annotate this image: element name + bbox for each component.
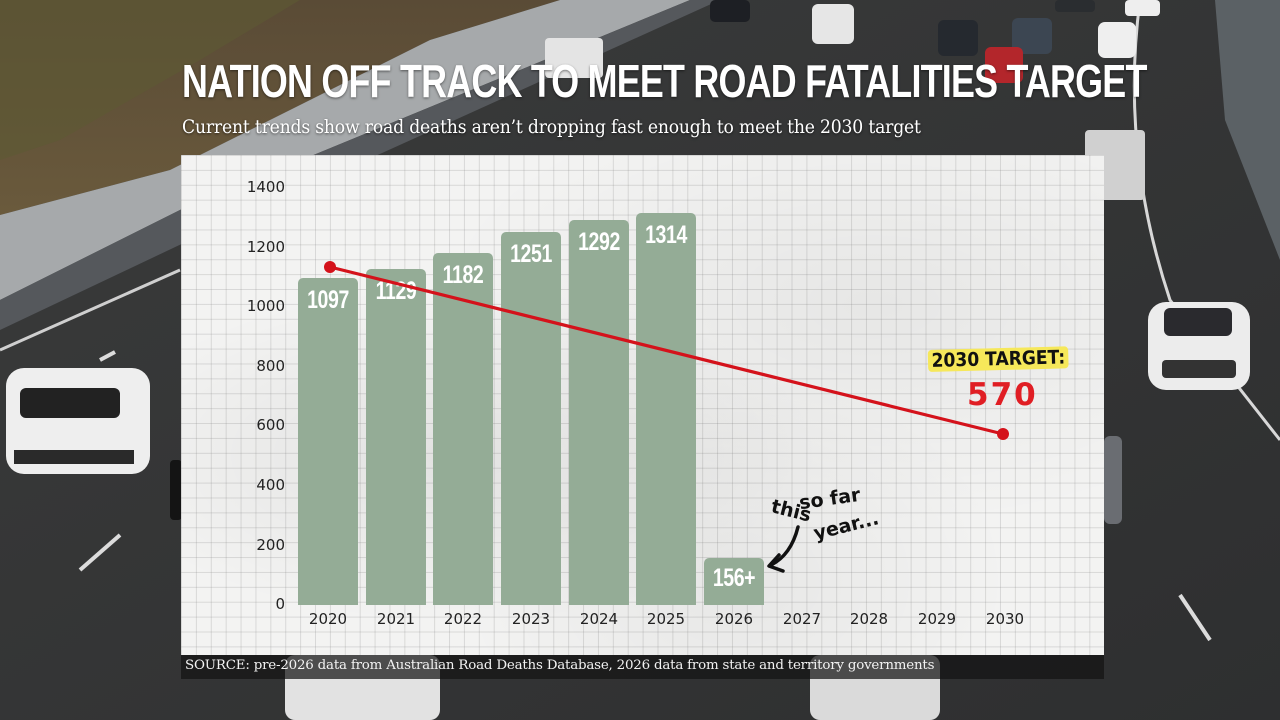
arrow-icon <box>769 525 800 567</box>
bar-value-label: 1314 <box>645 221 687 249</box>
bar-2022: 1182 <box>433 253 493 605</box>
x-tick-2022: 2022 <box>443 610 483 628</box>
y-tick-1400: 1400 <box>246 178 285 196</box>
bar-value-label: 156+ <box>712 564 756 592</box>
bar-value-label: 1182 <box>442 261 484 289</box>
chart-panel: 1400 1200 1000 800 600 400 200 0 1097 11… <box>181 155 1104 655</box>
target-label: 2030 TARGET: <box>927 346 1070 372</box>
bar-2026: 156+ <box>704 558 764 605</box>
x-tick-2024: 2024 <box>579 610 619 628</box>
bar-2021: 1129 <box>366 269 426 605</box>
bar-value-label: 1292 <box>578 228 620 256</box>
headline-subtitle: Current trends show road deaths aren’t d… <box>182 117 921 138</box>
bar-value-label: 1097 <box>307 286 349 314</box>
y-tick-0: 0 <box>275 595 285 613</box>
x-tick-2030: 2030 <box>985 610 1025 628</box>
bar-value-label: 1251 <box>510 240 552 268</box>
y-tick-600: 600 <box>256 416 285 434</box>
headline-title: NATION OFF TRACK TO MEET ROAD FATALITIES… <box>182 55 1147 107</box>
y-tick-1000: 1000 <box>246 297 285 315</box>
y-tick-800: 800 <box>256 357 285 375</box>
source-note: SOURCE: pre-2026 data from Australian Ro… <box>181 655 1104 679</box>
x-tick-2028: 2028 <box>849 610 889 628</box>
y-tick-400: 400 <box>256 476 285 494</box>
y-tick-1200: 1200 <box>246 238 285 256</box>
bar-2023: 1251 <box>501 232 561 605</box>
x-tick-2020: 2020 <box>308 610 348 628</box>
target-value: 570 <box>967 377 1038 413</box>
arrowhead-icon <box>767 553 785 573</box>
bar-2025: 1314 <box>636 213 696 605</box>
trend-line-layer <box>324 261 1009 573</box>
x-tick-2021: 2021 <box>376 610 416 628</box>
x-tick-2026: 2026 <box>714 610 754 628</box>
x-tick-2025: 2025 <box>646 610 686 628</box>
x-tick-2029: 2029 <box>917 610 957 628</box>
x-tick-2023: 2023 <box>511 610 551 628</box>
trend-end-marker <box>997 428 1009 440</box>
trend-line <box>329 265 1004 436</box>
bar-2020: 1097 <box>298 278 358 605</box>
trend-start-marker <box>324 261 336 273</box>
bar-2024: 1292 <box>569 220 629 605</box>
x-tick-2027: 2027 <box>782 610 822 628</box>
y-tick-200: 200 <box>256 536 285 554</box>
